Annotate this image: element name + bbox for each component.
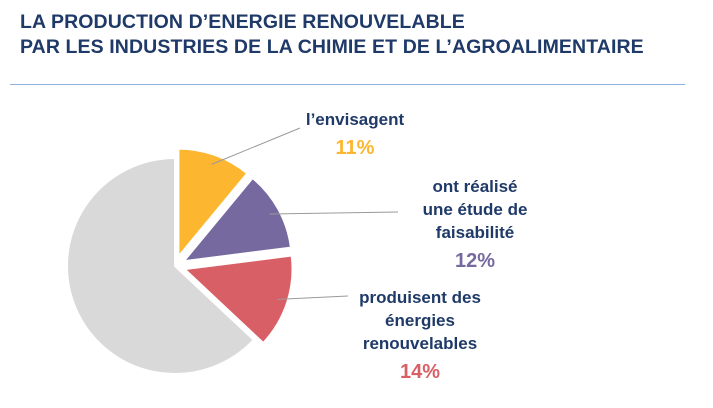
title-line-2: PAR LES INDUSTRIES DE LA CHIMIE ET DE L’… [20, 36, 644, 58]
leader-etude [269, 211, 399, 215]
slice-rest [66, 156, 256, 375]
label-envisagent-line-1: l’envisagent [305, 110, 405, 129]
label-envisagent-percent: 11% [335, 137, 375, 159]
label-etude-line-1: ont réalisé [432, 177, 518, 196]
label-etude-line-3: faisabilité [435, 223, 515, 242]
leader-envisagent [211, 127, 301, 165]
label-produisent: produisent des énergies renouvelables 14… [340, 286, 500, 384]
slice-envisagent [177, 147, 249, 260]
label-produisent-line-1: produisent des [359, 288, 481, 307]
label-produisent-line-2: énergies [385, 311, 455, 330]
label-envisagent: l’envisagent 11% [270, 108, 440, 160]
slice-etude [181, 176, 293, 263]
chart-title: LA PRODUCTION D’ENERGIE RENOUVELABLE PAR… [20, 10, 644, 60]
leader-produisent [277, 295, 349, 300]
title-line-1: LA PRODUCTION D’ENERGIE RENOUVELABLE [20, 11, 465, 33]
label-etude-percent: 12% [454, 250, 496, 272]
label-etude-line-2: une étude de [422, 200, 528, 219]
label-etude: ont réalisé une étude de faisabilité 12% [395, 175, 555, 273]
title-divider [10, 84, 685, 85]
label-produisent-percent: 14% [399, 361, 441, 383]
label-produisent-line-3: renouvelables [362, 334, 478, 353]
slice-produisent [182, 254, 294, 345]
